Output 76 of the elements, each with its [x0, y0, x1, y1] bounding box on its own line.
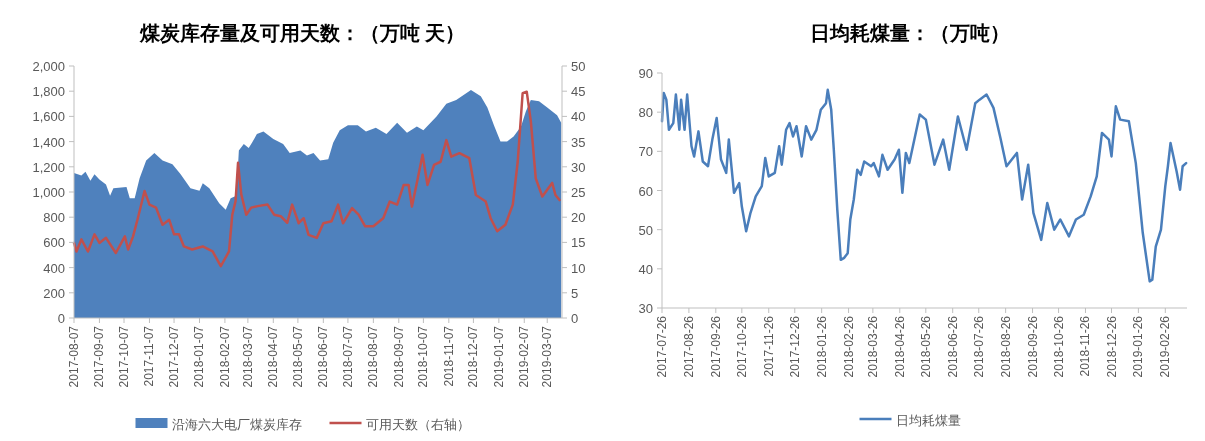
x-tick-label: 2017-10-26 [734, 315, 749, 378]
x-tick-label: 2018-11-07 [441, 325, 456, 387]
y-tick-label: 2,000 [32, 59, 65, 74]
y2-tick-label: 15 [571, 235, 586, 251]
y-tick-label: 600 [43, 235, 65, 251]
y2-tick-label: 0 [571, 311, 579, 326]
y-tick-label: 400 [43, 260, 65, 276]
y2-tick-label: 20 [571, 210, 586, 226]
x-tick-label: 2018-02-26 [841, 315, 856, 378]
x-tick-label: 2017-08-26 [681, 315, 696, 378]
x-tick-label: 2018-02-07 [217, 325, 232, 388]
x-tick-label: 2018-10-26 [1051, 315, 1066, 378]
line-series [72, 90, 561, 268]
y2-tick-label: 30 [571, 159, 586, 175]
y-tick-label: 60 [638, 183, 653, 199]
x-tick-label: 2017-11-07 [142, 325, 157, 387]
y-tick-label: 40 [638, 261, 653, 277]
y2-tick-label: 45 [571, 84, 586, 100]
x-tick-label: 2018-12-07 [466, 325, 481, 388]
y-tick-label: 1,000 [32, 185, 65, 200]
x-tick-label: 2018-01-26 [814, 315, 829, 378]
x-tick-label: 2017-09-26 [708, 315, 723, 378]
legend-label: 沿海六大电厂煤炭库存 [171, 417, 302, 432]
x-tick-label: 2018-03-26 [865, 315, 880, 378]
y-tick-label: 30 [638, 301, 653, 316]
x-tick-label: 2018-05-26 [918, 315, 933, 378]
x-tick-label: 2018-03-07 [240, 325, 255, 388]
x-tick-label: 2017-09-07 [92, 325, 107, 388]
x-tick-label: 2018-05-07 [290, 325, 305, 388]
x-tick-label: 2019-02-07 [517, 325, 532, 388]
x-tick-label: 2018-09-26 [1025, 315, 1040, 378]
chart-title: 煤炭库存量及可用天数：（万吨 天） [138, 22, 466, 44]
y-tick-label: 50 [638, 222, 653, 238]
x-tick-label: 2018-08-26 [998, 315, 1013, 378]
x-tick-label: 2019-02-26 [1158, 315, 1173, 378]
x-tick-label: 2018-06-26 [945, 315, 960, 378]
legend-label: 日均耗煤量 [895, 413, 961, 428]
y-tick-label: 70 [638, 144, 653, 160]
y-tick-label: 200 [43, 285, 65, 301]
y-tick-label: 1,800 [32, 84, 65, 100]
x-tick-label: 2018-04-26 [892, 315, 907, 378]
x-tick-label: 2017-12-07 [167, 325, 182, 388]
x-tick-label: 2017-12-26 [787, 315, 802, 378]
y2-tick-label: 5 [571, 285, 579, 301]
y-tick-label: 800 [43, 210, 65, 226]
x-tick-label: 2017-07-26 [655, 315, 669, 378]
y-tick-label: 90 [638, 66, 653, 81]
y-tick-label: 1,400 [32, 134, 65, 150]
x-tick-label: 2018-12-26 [1104, 315, 1119, 378]
x-tick-label: 2018-07-26 [971, 315, 986, 378]
x-tick-label: 2019-03-07 [540, 325, 555, 388]
x-tick-label: 2018-07-07 [340, 325, 355, 388]
y2-tick-label: 10 [571, 260, 586, 276]
y-tick-label: 1,200 [32, 159, 65, 175]
x-tick-label: 2018-01-07 [192, 325, 207, 388]
y2-tick-label: 40 [571, 109, 586, 125]
legend-label: 可用天数（右轴） [365, 417, 470, 432]
x-tick-label: 2017-08-07 [67, 325, 81, 388]
line-series [660, 88, 1188, 283]
x-tick-label: 2019-01-26 [1131, 315, 1146, 378]
x-tick-label: 2018-06-07 [316, 325, 331, 388]
y-tick-label: 0 [57, 311, 65, 326]
x-tick-label: 2017-11-26 [761, 315, 776, 377]
y2-tick-label: 25 [571, 185, 586, 200]
x-tick-label: 2018-04-07 [266, 325, 281, 388]
x-tick-label: 2018-08-07 [366, 325, 381, 388]
x-tick-label: 2018-09-07 [391, 325, 406, 388]
x-tick-label: 2017-10-07 [117, 325, 132, 388]
y2-tick-label: 35 [571, 134, 586, 150]
y2-tick-label: 50 [571, 59, 586, 74]
chart-title: 日均耗煤量：（万吨） [810, 22, 1010, 44]
x-tick-label: 2019-01-07 [491, 325, 506, 388]
x-tick-label: 2018-10-07 [416, 325, 431, 388]
x-tick-label: 2018-11-26 [1078, 315, 1093, 377]
y-tick-label: 1,600 [32, 109, 65, 125]
y-tick-label: 80 [638, 105, 653, 121]
